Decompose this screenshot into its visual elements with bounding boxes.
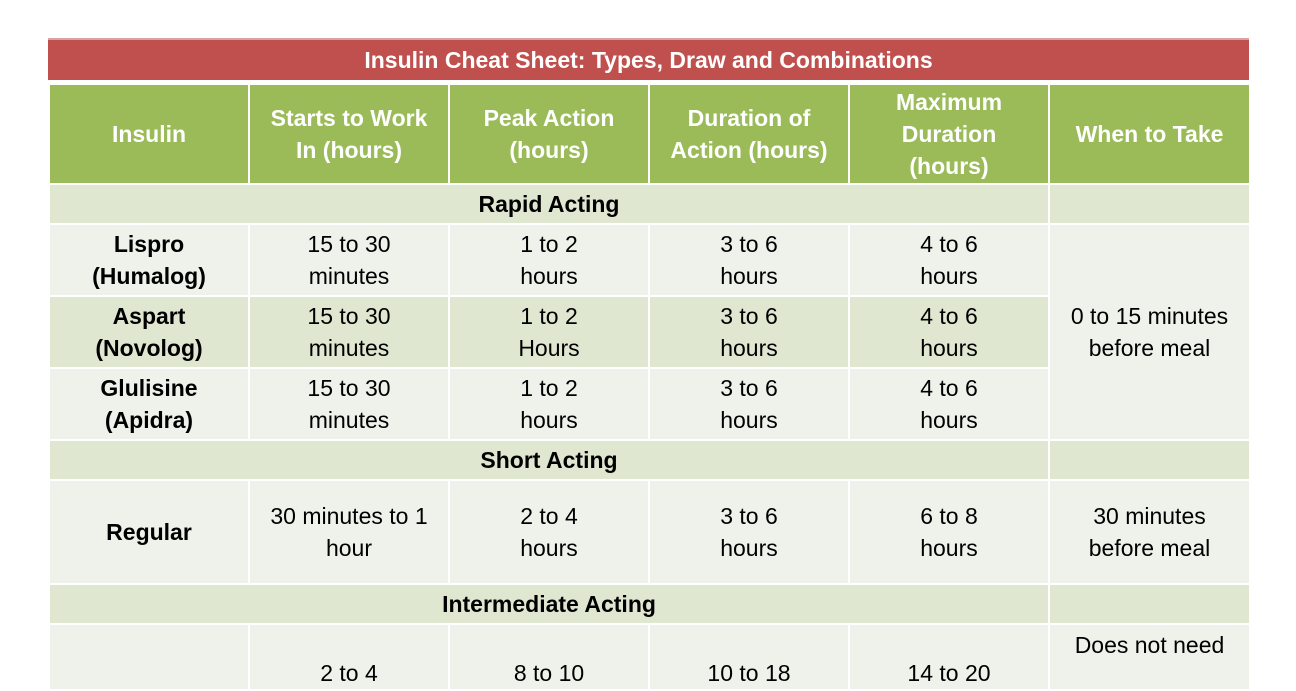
peak-cell: 1 to 2 hours [448, 367, 650, 441]
duration-cell: 3 to 6 hours [648, 367, 850, 441]
duration-cell: 3 to 6 hours [648, 295, 850, 369]
section-title-rapid: Rapid Acting [48, 183, 1050, 225]
insulin-name [48, 623, 250, 691]
when-cell-intermediate: Does not need [1048, 623, 1251, 691]
max-duration-cell: 4 to 6 hours [848, 367, 1050, 441]
when-cell-rapid: 0 to 15 minutes before meal [1048, 223, 1251, 441]
starts-cell: 15 to 30 minutes [248, 223, 450, 297]
peak-cell: 8 to 10 [448, 623, 650, 691]
insulin-name: Aspart (Novolog) [48, 295, 250, 369]
max-duration-cell: 6 to 8 hours [848, 479, 1050, 585]
section-when-blank [1048, 583, 1251, 625]
insulin-name: Regular [48, 479, 250, 585]
starts-cell: 15 to 30 minutes [248, 295, 450, 369]
section-row-intermediate: Intermediate Acting [48, 583, 1251, 625]
sheet-title: Insulin Cheat Sheet: Types, Draw and Com… [48, 40, 1249, 83]
header-peak: Peak Action (hours) [448, 83, 650, 185]
section-when-blank [1048, 439, 1251, 481]
insulin-name: Glulisine (Apidra) [48, 367, 250, 441]
starts-cell: 15 to 30 minutes [248, 367, 450, 441]
table-row: 2 to 4 8 to 10 10 to 18 14 to 20 Does no… [48, 623, 1251, 691]
section-row-rapid: Rapid Acting [48, 183, 1251, 225]
header-when: When to Take [1048, 83, 1251, 185]
table-row: Glulisine (Apidra) 15 to 30 minutes 1 to… [48, 367, 1250, 441]
peak-cell: 1 to 2 Hours [448, 295, 650, 369]
starts-cell: 2 to 4 [248, 623, 450, 691]
table-row: Regular 30 minutes to 1 hour 2 to 4 hour… [48, 479, 1251, 585]
section-title-intermediate: Intermediate Acting [48, 583, 1050, 625]
when-cell-short: 30 minutes before meal [1048, 479, 1251, 585]
max-duration-cell: 4 to 6 hours [848, 223, 1050, 297]
starts-cell: 30 minutes to 1 hour [248, 479, 450, 585]
peak-cell: 2 to 4 hours [448, 479, 650, 585]
insulin-table: Insulin Starts to Work In (hours) Peak A… [48, 83, 1251, 691]
header-insulin: Insulin [48, 83, 250, 185]
duration-cell: 3 to 6 hours [648, 223, 850, 297]
insulin-name: Lispro (Humalog) [48, 223, 250, 297]
table-row: Lispro (Humalog) 15 to 30 minutes 1 to 2… [48, 223, 1251, 441]
section-row-short: Short Acting [48, 439, 1251, 481]
section-when-blank [1048, 183, 1251, 225]
peak-cell: 1 to 2 hours [448, 223, 650, 297]
header-duration: Duration of Action (hours) [648, 83, 850, 185]
header-max-duration: Maximum Duration (hours) [848, 83, 1050, 185]
header-row: Insulin Starts to Work In (hours) Peak A… [48, 83, 1251, 185]
max-duration-cell: 14 to 20 [848, 623, 1050, 691]
insulin-cheat-sheet: Insulin Cheat Sheet: Types, Draw and Com… [48, 38, 1251, 691]
duration-cell: 10 to 18 [648, 623, 850, 691]
section-title-short: Short Acting [48, 439, 1050, 481]
duration-cell: 3 to 6 hours [648, 479, 850, 585]
header-starts: Starts to Work In (hours) [248, 83, 450, 185]
table-row: Aspart (Novolog) 15 to 30 minutes 1 to 2… [48, 295, 1250, 369]
max-duration-cell: 4 to 6 hours [848, 295, 1050, 369]
